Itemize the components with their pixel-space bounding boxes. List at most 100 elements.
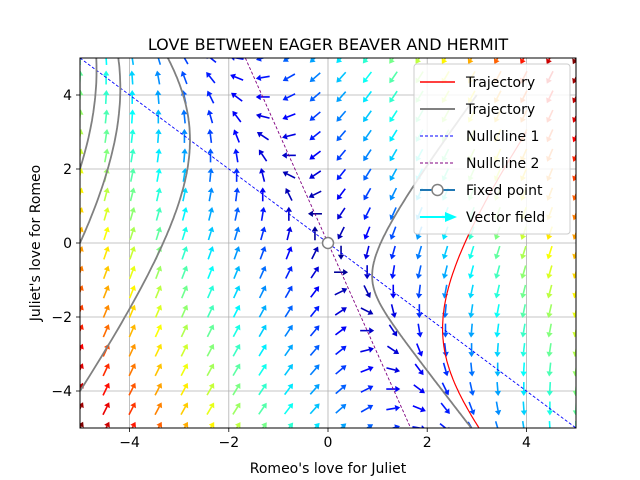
vector-arrow-head — [155, 207, 162, 213]
vector-arrow-head — [394, 405, 401, 412]
vector-arrow-shaft — [154, 386, 160, 396]
vector-arrow-head — [103, 246, 110, 252]
vector-arrow-shaft — [470, 323, 473, 333]
vector-arrow-shaft — [391, 90, 398, 100]
vector-arrow-head — [546, 351, 553, 358]
vector-arrow-head — [340, 365, 347, 371]
vector-arrow-head — [311, 226, 319, 232]
vector-arrow-head — [285, 206, 293, 212]
vector-arrow-shaft — [128, 289, 134, 299]
vector-arrow-shaft — [390, 304, 395, 314]
vector-arrow-shaft — [180, 386, 187, 396]
vector-arrow-shaft — [180, 328, 187, 338]
vector-arrow-shaft — [209, 114, 214, 124]
vector-arrow-head — [394, 424, 400, 428]
vector-arrow-shaft — [444, 304, 447, 314]
vector-arrow-shaft — [155, 231, 160, 241]
vector-arrow-shaft — [260, 211, 264, 221]
vector-arrow-head — [468, 371, 475, 377]
vector-arrow-head — [129, 265, 136, 272]
vector-arrow-head — [129, 109, 136, 115]
vector-arrow-head — [363, 174, 369, 181]
vector-arrow-shaft — [496, 265, 501, 275]
vector-arrow-shaft — [183, 153, 186, 163]
vector-arrow-shaft — [105, 58, 108, 66]
vector-arrow-head — [103, 265, 110, 272]
vector-arrow-head — [80, 343, 84, 350]
vector-arrow-head — [156, 363, 163, 370]
vector-arrow-shaft — [522, 362, 526, 372]
vector-arrow-head — [208, 265, 215, 272]
vector-arrow-head — [129, 285, 136, 292]
vector-arrow-shaft — [391, 148, 398, 158]
vector-arrow-head — [181, 226, 189, 233]
vector-arrow-head — [468, 390, 476, 396]
vector-arrow-shaft — [260, 134, 270, 141]
vector-arrow-head — [363, 135, 369, 142]
vector-arrow-head — [494, 253, 501, 260]
vector-arrow-head — [80, 89, 84, 96]
vector-arrow-head — [337, 213, 343, 220]
vector-arrow-shaft — [286, 231, 291, 241]
vector-arrow-shaft — [363, 285, 369, 294]
vector-arrow-head — [520, 312, 527, 319]
vector-arrow-shaft — [128, 386, 134, 396]
vector-arrow-head — [415, 273, 423, 280]
vector-arrow-head — [336, 58, 343, 64]
vector-arrow-head — [287, 422, 294, 428]
vector-arrow-head — [234, 402, 241, 409]
vector-arrow-head — [182, 265, 189, 272]
vector-arrow-head — [234, 246, 241, 252]
vector-arrow-head — [287, 344, 293, 351]
vector-arrow-head — [309, 95, 316, 102]
vector-arrow-shaft — [104, 114, 108, 124]
vector-arrow-shaft — [183, 58, 189, 65]
vector-arrow-head — [260, 285, 267, 292]
vector-arrow-head — [261, 344, 267, 351]
vector-arrow-shaft — [360, 387, 370, 393]
vector-arrow-shaft — [548, 343, 552, 353]
vector-arrow-head — [572, 58, 576, 65]
vector-arrow-head — [572, 97, 576, 104]
vector-arrow-head — [389, 214, 396, 221]
vector-arrow-shaft — [234, 114, 242, 123]
vector-arrow-head — [233, 167, 240, 173]
vector-arrow-head — [260, 305, 267, 311]
vector-arrow-shaft — [180, 347, 187, 357]
vector-arrow-head — [282, 58, 289, 62]
vector-arrow-shaft — [312, 91, 321, 99]
vector-arrow-head — [181, 187, 188, 194]
vector-arrow-shaft — [365, 90, 372, 100]
vector-arrow-head — [520, 58, 526, 65]
vector-arrow-head — [155, 148, 162, 154]
vector-arrow-head — [369, 327, 375, 334]
vector-arrow-shaft — [286, 93, 296, 99]
vector-arrow-shaft — [335, 387, 344, 395]
vector-arrow-head — [468, 292, 475, 299]
vector-arrow-shaft — [260, 75, 270, 79]
vector-arrow-head — [572, 155, 576, 162]
vector-arrow-shaft — [286, 133, 296, 138]
vector-arrow-head — [182, 343, 189, 350]
vector-arrow-head — [155, 128, 162, 135]
vector-arrow-shaft — [232, 386, 239, 396]
vector-arrow-shaft — [129, 172, 134, 182]
vector-arrow-head — [104, 421, 110, 428]
vector-arrow-head — [340, 403, 347, 410]
vector-arrow-head — [182, 246, 189, 252]
vector-arrow-shaft — [180, 289, 186, 299]
vector-arrow-head — [80, 168, 84, 174]
vector-arrow-head — [546, 410, 554, 416]
vector-arrow-head — [130, 363, 136, 370]
vector-arrow-head — [261, 363, 267, 370]
vector-arrow-head — [181, 148, 188, 154]
vector-arrow-head — [234, 304, 241, 311]
vector-arrow-shaft — [391, 71, 398, 80]
vector-arrow-shaft — [259, 270, 265, 279]
vector-arrow-head — [336, 135, 343, 142]
vector-arrow-shaft — [386, 407, 396, 411]
vector-arrow-shaft — [365, 187, 372, 197]
vector-arrow-head — [80, 246, 84, 252]
vector-arrow-head — [156, 343, 163, 350]
vector-arrow-head — [282, 94, 289, 101]
